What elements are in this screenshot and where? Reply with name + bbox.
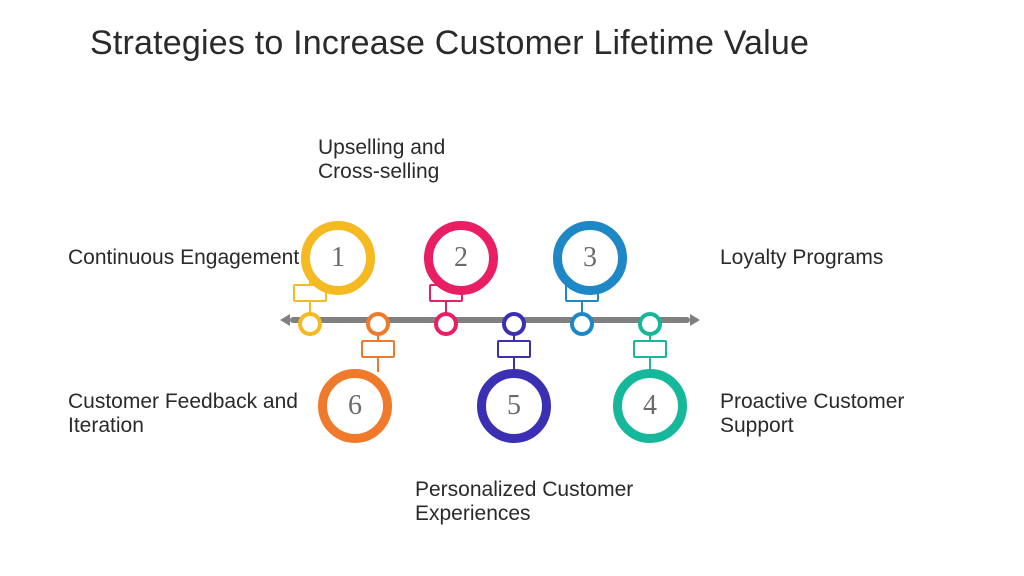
timeline-dot [298, 312, 322, 336]
step-ring: 2 [424, 221, 498, 295]
step-label: Continuous Engagement [68, 246, 299, 270]
step-number: 1 [331, 242, 345, 274]
step-number: 3 [583, 242, 597, 274]
step-number: 4 [643, 390, 657, 422]
step-ring: 1 [301, 221, 375, 295]
timeline-connector-box [361, 340, 395, 358]
step-label: Proactive Customer Support [720, 390, 904, 438]
step-number: 2 [454, 242, 468, 274]
timeline-bar [290, 317, 690, 323]
step-number: 6 [348, 390, 362, 422]
step-ring: 5 [477, 369, 551, 443]
timeline-dot [366, 312, 390, 336]
diagram-stage: 1 Continuous Engagement 2 Upselling and Cro… [0, 0, 1024, 576]
step-label: Personalized Customer Experiences [415, 478, 633, 526]
step-ring: 6 [318, 369, 392, 443]
timeline-dot [570, 312, 594, 336]
timeline-connector-box [497, 340, 531, 358]
step-ring: 3 [553, 221, 627, 295]
timeline-dot [638, 312, 662, 336]
step-ring: 4 [613, 369, 687, 443]
timeline-dot [434, 312, 458, 336]
timeline-connector-box [633, 340, 667, 358]
step-label: Loyalty Programs [720, 246, 883, 270]
step-label: Customer Feedback and Iteration [68, 390, 298, 438]
step-label: Upselling and Cross-selling [318, 136, 445, 184]
timeline-dot [502, 312, 526, 336]
step-number: 5 [507, 390, 521, 422]
